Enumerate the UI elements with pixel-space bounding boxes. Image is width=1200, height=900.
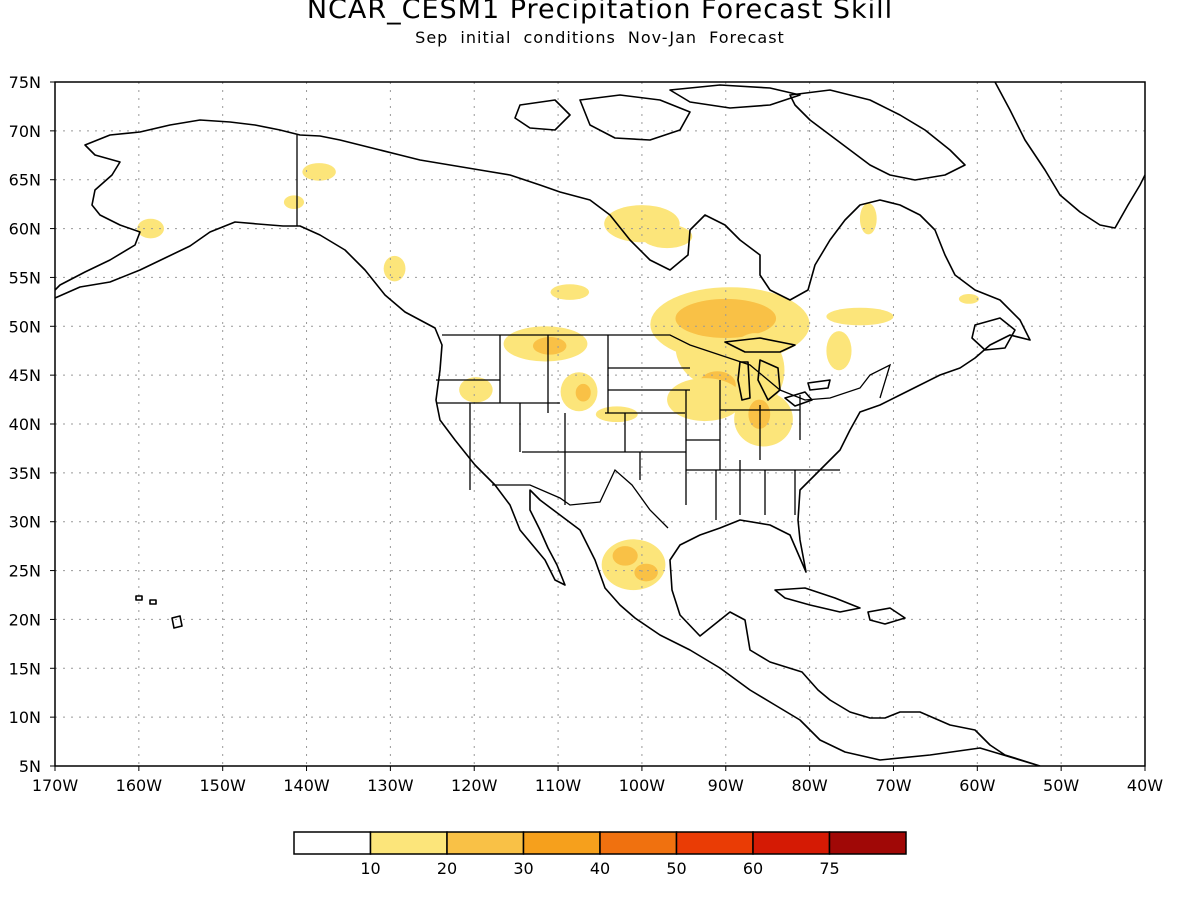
colorbar-label: 60 xyxy=(743,859,763,878)
skill-patch-14 xyxy=(748,399,771,429)
colorbar-box xyxy=(828,831,907,855)
lat-tick-label: 35N xyxy=(9,464,41,483)
us-mexico-border xyxy=(492,468,669,529)
north-america-coast xyxy=(55,119,1041,766)
lat-tick-label: 5N xyxy=(19,757,41,776)
lon-tick-label: 150W xyxy=(200,776,247,795)
victoria-island-coast xyxy=(579,94,691,141)
skill-patch-15 xyxy=(826,307,894,326)
skill-patch-3 xyxy=(383,255,406,282)
colorbar-box xyxy=(752,831,831,855)
skill-patch-22 xyxy=(575,383,591,402)
skill-patch-5 xyxy=(641,224,693,249)
lat-tick-label: 15N xyxy=(9,659,41,678)
lon-tick-label: 40W xyxy=(1127,776,1163,795)
chart-subtitle: Sep initial conditions Nov-Jan Forecast xyxy=(415,28,785,47)
political-borders xyxy=(296,135,892,529)
lat-tick-label: 45N xyxy=(9,366,41,385)
us-state-lines xyxy=(436,335,840,520)
colorbar-label: 75 xyxy=(819,859,839,878)
colorbar-label: 40 xyxy=(590,859,610,878)
lon-tick-label: 100W xyxy=(619,776,666,795)
lat-tick-label: 75N xyxy=(9,73,41,92)
lon-tick-label: 80W xyxy=(792,776,828,795)
newfoundland-coast xyxy=(971,317,1016,351)
lat-tick-label: 40N xyxy=(9,415,41,434)
banks-island-coast xyxy=(514,99,571,131)
lon-tick-label: 130W xyxy=(367,776,414,795)
lon-tick-label: 90W xyxy=(708,776,744,795)
colorbar-label: 20 xyxy=(437,859,457,878)
baffin-island-coast xyxy=(789,89,966,181)
lat-tick-label: 50N xyxy=(9,317,41,336)
skill-patch-16 xyxy=(826,331,852,371)
lon-tick-label: 170W xyxy=(32,776,79,795)
lon-tick-label: 160W xyxy=(116,776,163,795)
skill-patch-27 xyxy=(634,563,658,582)
colorbar-box xyxy=(675,831,754,855)
greenland-coast xyxy=(994,82,1145,229)
skill-patch-0 xyxy=(137,218,164,239)
colorbar-label: 50 xyxy=(666,859,686,878)
lat-tick-label: 65N xyxy=(9,171,41,190)
graticule xyxy=(55,82,1145,766)
skill-patch-25 xyxy=(601,539,666,591)
colorbar-box xyxy=(293,831,372,855)
skill-patch-2 xyxy=(283,195,305,210)
lon-tick-label: 110W xyxy=(535,776,582,795)
lon-tick-label: 120W xyxy=(451,776,498,795)
colorbar: 10 20 30 40 50 60 75 xyxy=(293,831,907,878)
skill-patch-18 xyxy=(958,294,979,304)
lon-tick-label: 60W xyxy=(959,776,995,795)
lat-tick-label: 20N xyxy=(9,610,41,629)
cuba-coast xyxy=(774,587,861,613)
skill-patch-6 xyxy=(550,284,590,300)
colorbar-box xyxy=(369,831,448,855)
skill-patch-17 xyxy=(859,203,877,235)
colorbar-label: 30 xyxy=(513,859,533,878)
lat-tick-label: 70N xyxy=(9,122,41,141)
lon-tick-label: 50W xyxy=(1043,776,1079,795)
colorbar-box xyxy=(522,831,601,855)
great-lakes xyxy=(724,337,831,407)
colorbar-box xyxy=(599,831,678,855)
hawaii-islands xyxy=(135,595,183,629)
colorbar-box xyxy=(446,831,525,855)
skill-patch-1 xyxy=(302,163,336,181)
skill-patch-9 xyxy=(675,298,777,339)
coastlines xyxy=(55,82,1145,766)
skill-patch-20 xyxy=(532,337,567,355)
lat-tick-label: 25N xyxy=(9,562,41,581)
colorbar-label: 10 xyxy=(360,859,380,878)
skill-patch-23 xyxy=(459,377,493,403)
ellesmere-island-coast xyxy=(669,84,801,109)
us-canada-border xyxy=(442,334,892,401)
lat-tick-label: 55N xyxy=(9,268,41,287)
lat-tick-label: 60N xyxy=(9,220,41,239)
lat-tick-label: 30N xyxy=(9,513,41,532)
axis-labels: 170W 160W 150W 140W 130W 120W 110W 100W 90W 80W 70… xyxy=(9,73,1164,795)
skill-patch-12 xyxy=(667,378,743,422)
skill-patch-26 xyxy=(612,546,638,566)
lon-tick-label: 70W xyxy=(875,776,911,795)
skill-patch-24 xyxy=(595,406,638,423)
hispaniola-coast xyxy=(867,607,906,625)
chart-title: NCAR_CESM1 Precipitation Forecast Skill xyxy=(306,0,894,25)
lat-tick-label: 10N xyxy=(9,708,41,727)
lon-tick-label: 140W xyxy=(283,776,330,795)
